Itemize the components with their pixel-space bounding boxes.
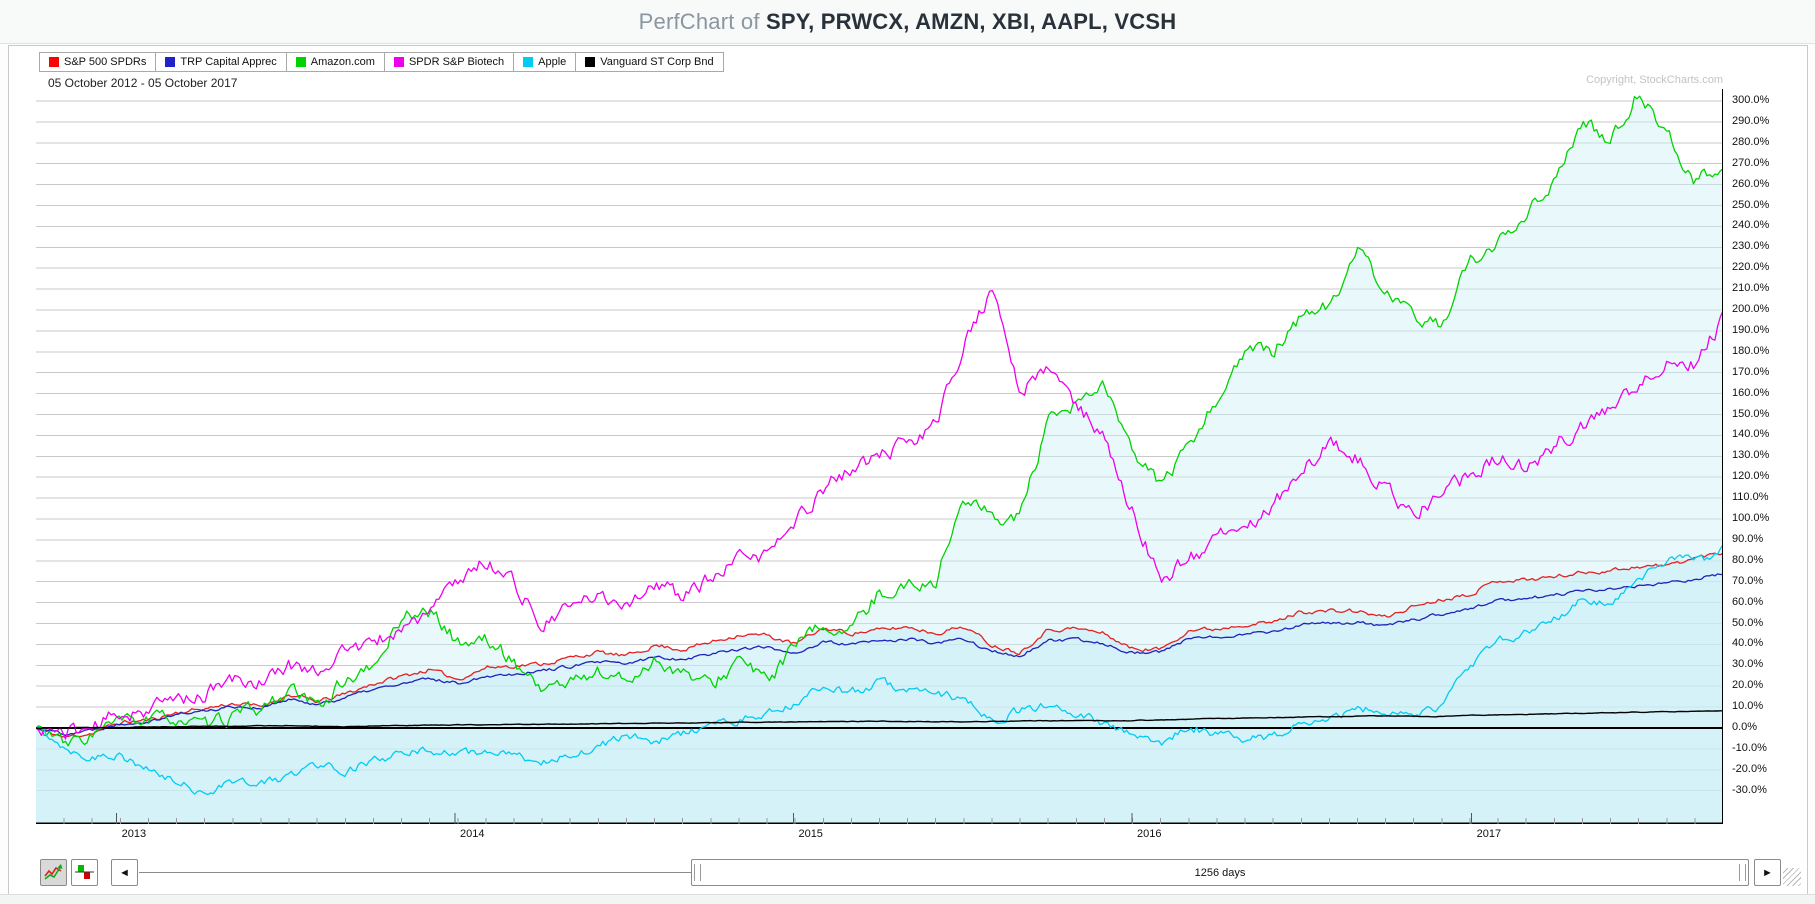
series-line-amzn [35,95,1724,747]
y-axis-label: -20.0% [1732,762,1767,775]
y-axis-label: 280.0% [1732,135,1770,148]
date-range-label: 05 October 2012 - 05 October 2017 [48,76,238,90]
chart-panel: S&P 500 SPDRs TRP Capital Apprec Amazon.co… [8,45,1808,895]
y-axis-label: 90.0% [1732,532,1764,545]
plot-area [35,89,1724,825]
left-arrow-icon: ◄ [119,866,130,879]
title-bar: PerfChart of SPY, PRWCX, AMZN, XBI, AAPL… [0,0,1815,44]
y-axis-label: 300.0% [1732,94,1770,106]
line-chart-icon [44,864,63,880]
legend-item-vcsh[interactable]: Vanguard ST Corp Bnd [576,53,722,71]
y-axis-label: 120.0% [1732,470,1770,483]
series-line-xbi [35,289,1724,740]
y-axis-label: 140.0% [1732,428,1770,441]
legend-label: SPDR S&P Biotech [408,56,505,68]
series-line-vcsh [35,710,1723,729]
page-title: PerfChart of SPY, PRWCX, AMZN, XBI, AAPL… [639,9,1177,35]
legend-swatch-xbi [393,57,404,67]
y-axis-label: 30.0% [1732,658,1764,671]
scroll-right-button[interactable]: ► [1754,859,1781,886]
histogram-mode-button[interactable] [71,859,98,886]
legend-swatch-vcsh [585,57,596,67]
area-fill-spy [36,553,1723,824]
date-range-slider-thumb[interactable]: 1256 days [691,859,1749,886]
slider-grip-left[interactable] [694,864,701,881]
y-axis-label: 80.0% [1732,553,1764,566]
x-axis-year-label: 2013 [121,828,147,840]
series-line-aapl [35,544,1724,796]
series-line-spy [35,552,1724,738]
slider-grip-right[interactable] [1739,864,1746,881]
right-arrow-icon: ► [1762,866,1773,879]
perf-chart-svg [35,89,1724,825]
y-axis-label: -30.0% [1732,783,1767,796]
legend-item-amzn[interactable]: Amazon.com [287,53,385,71]
y-axis-label: 150.0% [1732,407,1770,420]
y-axis-label: 50.0% [1732,616,1764,629]
legend-swatch-amzn [295,57,306,67]
y-axis-label: 270.0% [1732,156,1770,169]
y-axis-label: 110.0% [1732,491,1769,504]
y-axis-label: 180.0% [1732,344,1770,357]
y-axis-label: 220.0% [1732,261,1770,274]
bottom-toolbar: ◄ 1256 days ► [9,854,1807,894]
legend-label: Apple [538,56,567,68]
legend-label: Amazon.com [310,56,375,68]
y-axis-label: 100.0% [1732,512,1770,524]
x-axis-year-label: 2016 [1137,828,1162,840]
legend-label: TRP Capital Apprec [180,56,277,68]
footer-strip [0,894,1815,904]
y-axis-label: 230.0% [1732,240,1770,253]
slider-days-label: 1256 days [1194,866,1246,879]
y-axis-label: 70.0% [1732,574,1764,587]
area-fills [36,96,1723,824]
legend-label: Vanguard ST Corp Bnd [600,56,714,68]
y-axis-label: 260.0% [1732,177,1770,190]
y-axis-label: 60.0% [1732,595,1764,608]
y-axis-label: -10.0% [1732,741,1767,754]
y-axis-label: 170.0% [1732,365,1770,378]
y-axis-label: 130.0% [1732,449,1770,462]
y-axis-label: 20.0% [1732,679,1764,692]
y-axis-label: 240.0% [1732,219,1770,232]
legend-item-spy[interactable]: S&P 500 SPDRs [40,53,157,71]
legend-item-xbi[interactable]: SPDR S&P Biotech [385,53,515,71]
legend-item-aapl[interactable]: Apple [514,53,577,71]
gridlines [36,100,1723,792]
y-axis-label: 160.0% [1732,386,1770,399]
title-tickers: SPY, PRWCX, AMZN, XBI, AAPL, VCSH [765,8,1177,34]
area-fill-amzn [36,96,1723,824]
y-axis-label: 200.0% [1732,303,1770,315]
resize-grip[interactable] [1783,868,1801,886]
series-line-prwcx [35,573,1724,736]
y-axis-label: 40.0% [1732,637,1764,650]
y-axis-label: 210.0% [1732,282,1770,295]
y-axis-labels: -30.0% -20.0% -10.0% 0.0% 10.0% 20.0% 30.0% 40.… [1728,89,1798,824]
copyright-label: Copyright, StockCharts.com [1586,74,1723,86]
x-axis-ticks [63,813,1696,824]
slider-track[interactable] [139,872,691,873]
legend-label: S&P 500 SPDRs [64,56,147,68]
title-prefix: PerfChart of [638,8,766,34]
line-chart-mode-button[interactable] [40,859,67,886]
legend-item-prwcx[interactable]: TRP Capital Apprec [156,53,287,71]
x-axis-year-label: 2014 [460,828,485,840]
legend: S&P 500 SPDRs TRP Capital Apprec Amazon.co… [39,52,724,72]
y-axis-label: 290.0% [1732,114,1770,127]
scroll-left-button[interactable]: ◄ [111,859,138,886]
x-axis-year-label: 2015 [798,828,823,840]
legend-swatch-spy [49,57,59,67]
legend-swatch-aapl [523,57,534,67]
x-axis-year-label: 2017 [1476,828,1502,840]
x-axis-labels: 2013 2014 2015 2016 2017 [36,824,1723,844]
y-axis-label: 190.0% [1732,323,1770,336]
histogram-icon [75,865,94,879]
y-axis-label: 0.0% [1732,721,1758,733]
y-axis-label: 250.0% [1732,198,1770,211]
legend-swatch-prwcx [165,57,176,67]
y-axis-label: 10.0% [1732,700,1764,713]
series-lines [35,95,1724,796]
